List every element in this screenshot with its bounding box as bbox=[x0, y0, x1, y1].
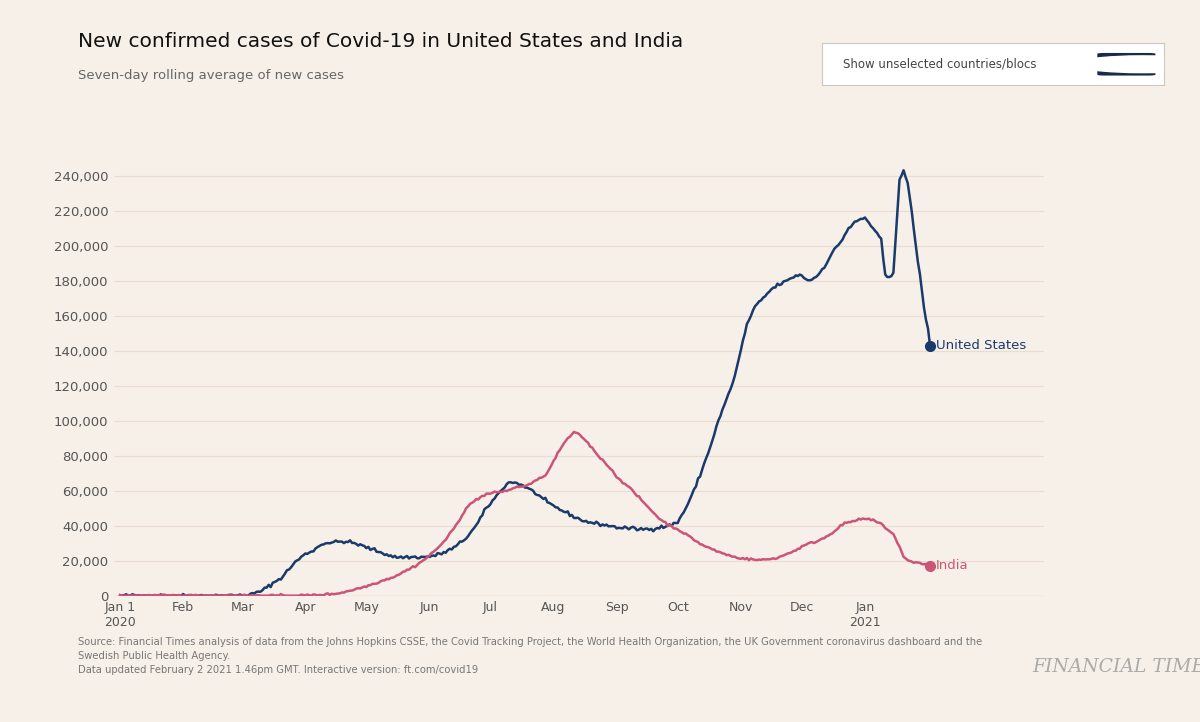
FancyBboxPatch shape bbox=[1097, 53, 1156, 76]
Text: India: India bbox=[936, 559, 968, 572]
Text: FINANCIAL TIMES: FINANCIAL TIMES bbox=[1032, 658, 1200, 677]
Text: United States: United States bbox=[936, 339, 1026, 352]
Text: New confirmed cases of Covid-19 in United States and India: New confirmed cases of Covid-19 in Unite… bbox=[78, 32, 683, 51]
Text: Show unselected countries/blocs: Show unselected countries/blocs bbox=[842, 58, 1036, 71]
Circle shape bbox=[1074, 56, 1200, 73]
Text: Seven-day rolling average of new cases: Seven-day rolling average of new cases bbox=[78, 69, 344, 82]
Text: Source: Financial Times analysis of data from the Johns Hopkins CSSE, the Covid : Source: Financial Times analysis of data… bbox=[78, 637, 983, 675]
